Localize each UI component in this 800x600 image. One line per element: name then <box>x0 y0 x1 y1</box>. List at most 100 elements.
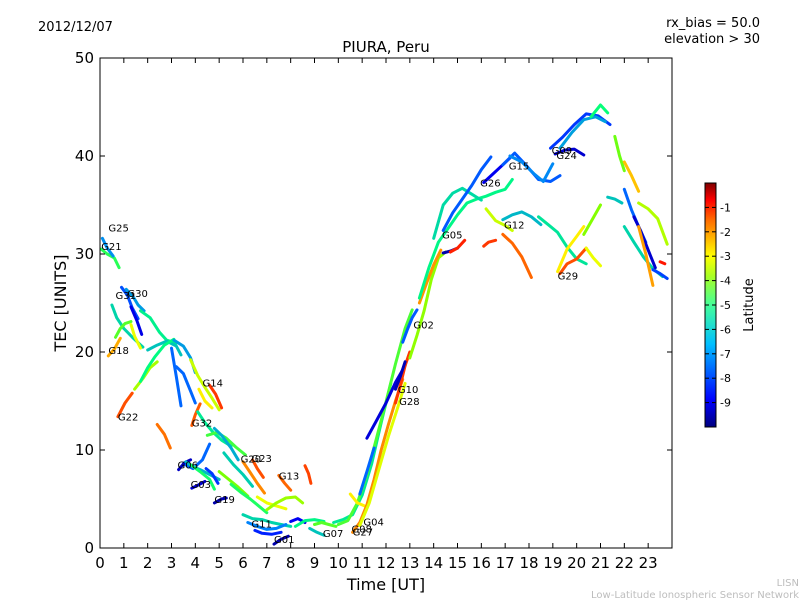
tec-track <box>417 178 514 300</box>
tec-track <box>99 247 121 270</box>
tec-track <box>589 103 610 119</box>
tec-track <box>146 339 183 357</box>
tec-track <box>139 309 178 345</box>
tec-track <box>212 426 240 462</box>
satellite-label: G04 <box>363 517 383 528</box>
tec-track <box>124 287 146 313</box>
satellite-label: G12 <box>504 221 524 232</box>
x-tick-label: 16 <box>472 554 491 572</box>
tec-track <box>336 308 414 526</box>
tec-track <box>139 337 176 383</box>
tec-track <box>401 308 419 344</box>
colorbar-tick-label: -2 <box>720 226 731 239</box>
x-tick-label: 4 <box>191 554 201 572</box>
tec-track <box>204 467 220 485</box>
credit-line2: Low-Latitude Ionospheric Sensor Network <box>591 590 799 600</box>
tec-track <box>106 336 122 358</box>
satellite-label: G03 <box>191 480 211 491</box>
colorbar-tick-label: -5 <box>720 299 731 312</box>
tec-track <box>129 305 144 336</box>
tec-track <box>448 238 467 254</box>
satellite-label: G11 <box>251 519 271 530</box>
x-tick-label: 22 <box>615 554 634 572</box>
x-tick-label: 2 <box>143 554 153 572</box>
satellite-label: G14 <box>202 378 222 389</box>
colorbar-tick-label: -8 <box>720 372 731 385</box>
tec-track <box>508 154 555 183</box>
tec-track <box>293 518 326 528</box>
tec-track <box>358 381 407 527</box>
satellite-label: G15 <box>509 162 529 173</box>
satellite-label: G13 <box>279 471 299 482</box>
date-label: 2012/12/07 <box>38 20 113 35</box>
satellite-label: G02 <box>413 320 433 331</box>
tec-track <box>208 383 224 410</box>
tec-track <box>308 526 326 537</box>
tec-track <box>251 458 265 479</box>
y-tick-label: 20 <box>75 343 94 361</box>
tec-track <box>632 215 657 270</box>
tec-track <box>622 160 641 193</box>
tec-track <box>637 225 655 287</box>
satellite-label: G07 <box>323 529 343 540</box>
satellite-label: G19 <box>214 495 234 506</box>
tec-track <box>189 358 221 412</box>
tec-track <box>229 482 269 515</box>
tec-track <box>558 246 588 276</box>
colorbar-tick-label: -6 <box>720 323 731 336</box>
x-axis-label: Time [UT] <box>346 575 425 594</box>
credit-line1: LISN <box>777 578 799 589</box>
satellite-label: G09 <box>552 146 572 157</box>
tec-tracks <box>99 103 669 546</box>
tec-track <box>217 470 250 498</box>
tec-track <box>155 423 172 450</box>
satellite-label: G06 <box>177 461 197 472</box>
satellite-label: G22 <box>118 413 138 424</box>
tec-track <box>637 201 669 246</box>
x-tick-label: 18 <box>519 554 538 572</box>
tec-track <box>348 492 366 508</box>
satellite-label: G29 <box>558 271 578 282</box>
tec-track <box>482 238 498 248</box>
y-tick-label: 50 <box>75 49 94 67</box>
tec-track <box>613 134 626 173</box>
satellite-label: G32 <box>192 418 212 429</box>
tec-track <box>558 115 607 150</box>
x-axis: 0 1 2 3 4 5 6 7 8 9 10 11 12 13 14 15 16 17 18 19 20 21 22 23 <box>95 58 658 572</box>
tec-track <box>272 534 290 546</box>
satellite-label: G31 <box>115 291 135 302</box>
tec-track <box>432 186 483 240</box>
plot-frame <box>99 57 673 549</box>
elevation-label: elevation > 30 <box>664 32 760 47</box>
tec-track <box>197 387 214 410</box>
colorbar-label: Latitude <box>742 278 757 332</box>
satellite-label: G10 <box>398 385 418 396</box>
tec-track <box>265 495 305 512</box>
satellite-label: G20 <box>241 455 261 466</box>
satellite-label: G27 <box>353 527 373 538</box>
tec-track <box>303 464 313 485</box>
satellite-label: G28 <box>399 397 419 408</box>
tec-track <box>189 463 216 491</box>
x-tick-label: 20 <box>567 554 586 572</box>
tec-track <box>553 147 586 157</box>
colorbar-tick-label: -7 <box>720 348 731 361</box>
tec-track <box>556 225 586 274</box>
tec-track <box>441 155 493 232</box>
tec-track <box>584 246 602 268</box>
tec-track <box>246 521 288 531</box>
satellite-label: G26 <box>480 178 500 189</box>
tec-track <box>255 495 288 511</box>
x-tick-label: 13 <box>400 554 419 572</box>
tec-track <box>181 442 212 471</box>
x-tick-label: 14 <box>424 554 443 572</box>
tec-track <box>253 528 283 536</box>
x-tick-label: 9 <box>310 554 320 572</box>
tec-track <box>651 268 669 280</box>
satellite-label: G25 <box>108 223 128 234</box>
y-axis: 0 10 20 30 40 50 <box>75 49 672 557</box>
chart-title: PIURA, Peru <box>342 38 429 56</box>
x-tick-label: 7 <box>262 554 272 572</box>
